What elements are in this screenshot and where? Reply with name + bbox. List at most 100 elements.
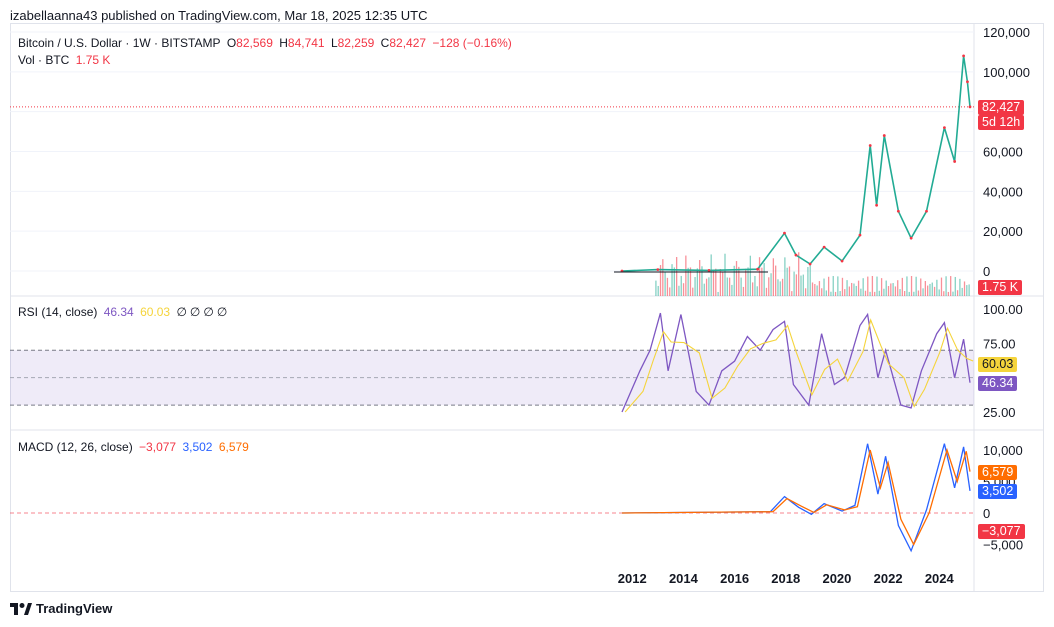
volume-bar [959, 278, 961, 296]
volume-bar [761, 267, 763, 296]
volume-bar [823, 278, 825, 296]
rsi-label[interactable]: RSI (14, close) [18, 305, 98, 319]
volume-bar [786, 267, 788, 296]
close-label: C [380, 36, 390, 50]
volume-label[interactable]: Vol · BTC [18, 53, 70, 67]
volume-bar [671, 264, 673, 296]
macd-hist-value: −3,077 [139, 440, 177, 454]
low-label: L [330, 36, 338, 50]
volume-bar [920, 278, 922, 296]
y-tick-label: 10,000 [983, 443, 1023, 458]
y-tick-label: −5,000 [983, 538, 1023, 553]
y-tick-label: 60,000 [983, 145, 1023, 160]
na-value: ∅ [189, 305, 201, 319]
volume-bar [657, 285, 659, 296]
volume-bar [874, 291, 876, 296]
macd-label[interactable]: MACD (12, 26, close) [18, 440, 133, 454]
volume-bar [880, 278, 883, 296]
volume-bar [728, 277, 731, 296]
volume-tag: 1.75 K [978, 280, 1023, 295]
volume-bar [963, 281, 966, 296]
macd-value: 3,502 [182, 440, 213, 454]
volume-bar [701, 266, 703, 296]
na-value: ∅ [176, 305, 187, 319]
volume-bar [798, 252, 800, 296]
volume-bar [938, 289, 940, 296]
volume-bar [703, 283, 705, 296]
volume-bar [940, 277, 943, 296]
volume-bar [924, 280, 927, 296]
volume-bar [768, 277, 770, 296]
volume-value: 1.75 K [75, 53, 111, 67]
volume-bar [763, 263, 765, 296]
volume-bar [910, 276, 913, 296]
volume-bar [901, 277, 903, 296]
volume-bar [871, 276, 874, 296]
volume-bar [853, 283, 855, 296]
price-point [966, 80, 969, 84]
rsi-tag: 46.34 [978, 376, 1018, 391]
brand-name: TradingView [36, 601, 113, 616]
open-label: O [226, 36, 237, 50]
x-tick-label: 2022 [874, 571, 903, 586]
volume-bar [742, 286, 745, 296]
volume-bar [740, 277, 742, 296]
volume-bar [915, 276, 917, 296]
na-value: ∅ [203, 305, 214, 319]
hist-tag: −3,077 [978, 524, 1025, 539]
volume-bar [788, 266, 791, 296]
x-tick-label: 2020 [822, 571, 851, 586]
y-tick-label: 100.00 [983, 302, 1023, 317]
volume-bar [724, 253, 726, 296]
price-point [962, 54, 966, 58]
volume-bar [966, 285, 968, 296]
macd-legend: MACD (12, 26, close) −3,077 3,502 6,579 [18, 440, 252, 454]
volume-bar [961, 287, 963, 296]
volume-bar [751, 282, 754, 296]
tradingview-logo[interactable]: TradingView [10, 601, 112, 616]
x-tick-label: 2014 [669, 571, 699, 586]
volume-bar [680, 275, 682, 296]
price-point [875, 203, 879, 207]
volume-bar [809, 263, 811, 296]
volume-bar [781, 278, 784, 296]
volume-bar [841, 277, 844, 296]
volume-bar [816, 285, 818, 296]
price-point [868, 144, 872, 147]
macd-tag: 3,502 [978, 484, 1018, 499]
volume-bar [848, 286, 851, 296]
volume-bar [733, 265, 735, 296]
volume-bar [864, 290, 867, 296]
volume-bar [883, 288, 885, 296]
price-point [858, 233, 862, 237]
countdown-tag: 5d 12h [978, 115, 1025, 130]
volume-bar [811, 282, 814, 296]
volume-bar [719, 268, 722, 296]
volume-bar [834, 291, 837, 296]
symbol-title[interactable]: Bitcoin / U.S. Dollar · 1W · BITSTAMP [18, 36, 221, 50]
last-price-tag: 82,427 [978, 100, 1025, 115]
price-point [794, 253, 798, 257]
na-value: ∅ [216, 305, 228, 319]
volume-bar [673, 267, 675, 296]
y-tick-label: 0 [983, 506, 990, 521]
price-point [909, 236, 913, 240]
volume-bar [705, 278, 708, 296]
price-point [896, 209, 900, 213]
volume-bar [800, 275, 802, 296]
volume-bar [689, 267, 692, 296]
volume-bar [685, 255, 687, 296]
price-point [783, 231, 786, 235]
volume-bar [692, 287, 694, 296]
volume-bar [747, 267, 749, 296]
rsi-line [621, 312, 971, 413]
volume-bar [804, 288, 807, 296]
volume-bar [710, 254, 712, 296]
price-line [621, 55, 971, 272]
volume-bar [696, 268, 699, 296]
price-point [656, 268, 660, 272]
volume-bar [897, 280, 899, 296]
volume-bar [968, 284, 970, 296]
rsi-value: 46.34 [103, 305, 134, 319]
